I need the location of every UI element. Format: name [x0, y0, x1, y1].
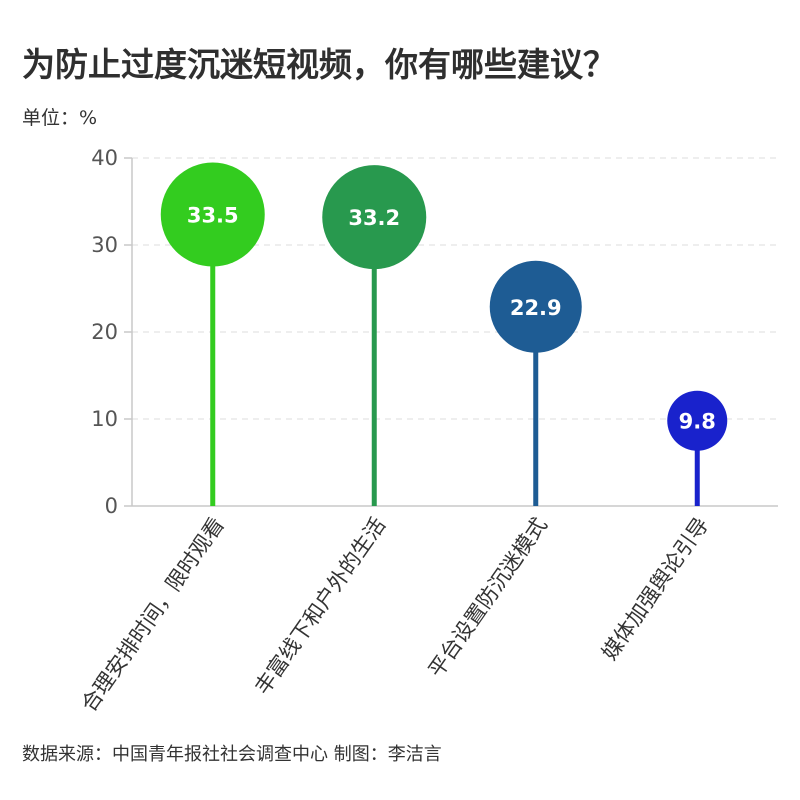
- data-label: 9.8: [679, 410, 716, 434]
- data-label: 33.5: [187, 204, 239, 228]
- lollipop-head: [489, 260, 582, 353]
- y-tick-label: 30: [91, 233, 118, 257]
- lollipop-head: [160, 162, 265, 267]
- category-label: 丰富线下和户外的生活: [250, 513, 390, 699]
- data-label: 33.2: [348, 206, 400, 230]
- unit-label: 单位：%: [22, 107, 98, 129]
- y-tick-label: 10: [91, 407, 118, 431]
- data-label: 22.9: [510, 296, 562, 320]
- y-tick-label: 0: [105, 494, 118, 518]
- data-marks: 33.5 33.2 22.9 9.8: [160, 162, 728, 506]
- category-label: 媒体加强舆论引导: [597, 513, 713, 664]
- lollipop-head: [322, 165, 427, 270]
- chart-title: 为防止过度沉迷短视频，你有哪些建议？: [22, 45, 616, 84]
- source-note: 数据来源：中国青年报社社会调查中心 制图：李洁言: [22, 744, 442, 765]
- x-axis-labels: 合理安排时间，限时观看 丰富线下和户外的生活 平台设置防沉迷模式 媒体加强舆论引导: [77, 513, 714, 716]
- y-tick-label: 40: [91, 146, 118, 170]
- lollipop-head: [667, 390, 728, 451]
- category-label: 平台设置防沉迷模式: [424, 513, 552, 682]
- y-axis-ticks: 0 10 20 30 40: [91, 146, 132, 518]
- y-tick-label: 20: [91, 320, 118, 344]
- category-label: 合理安排时间，限时观看: [77, 513, 229, 716]
- gridlines: [132, 157, 778, 420]
